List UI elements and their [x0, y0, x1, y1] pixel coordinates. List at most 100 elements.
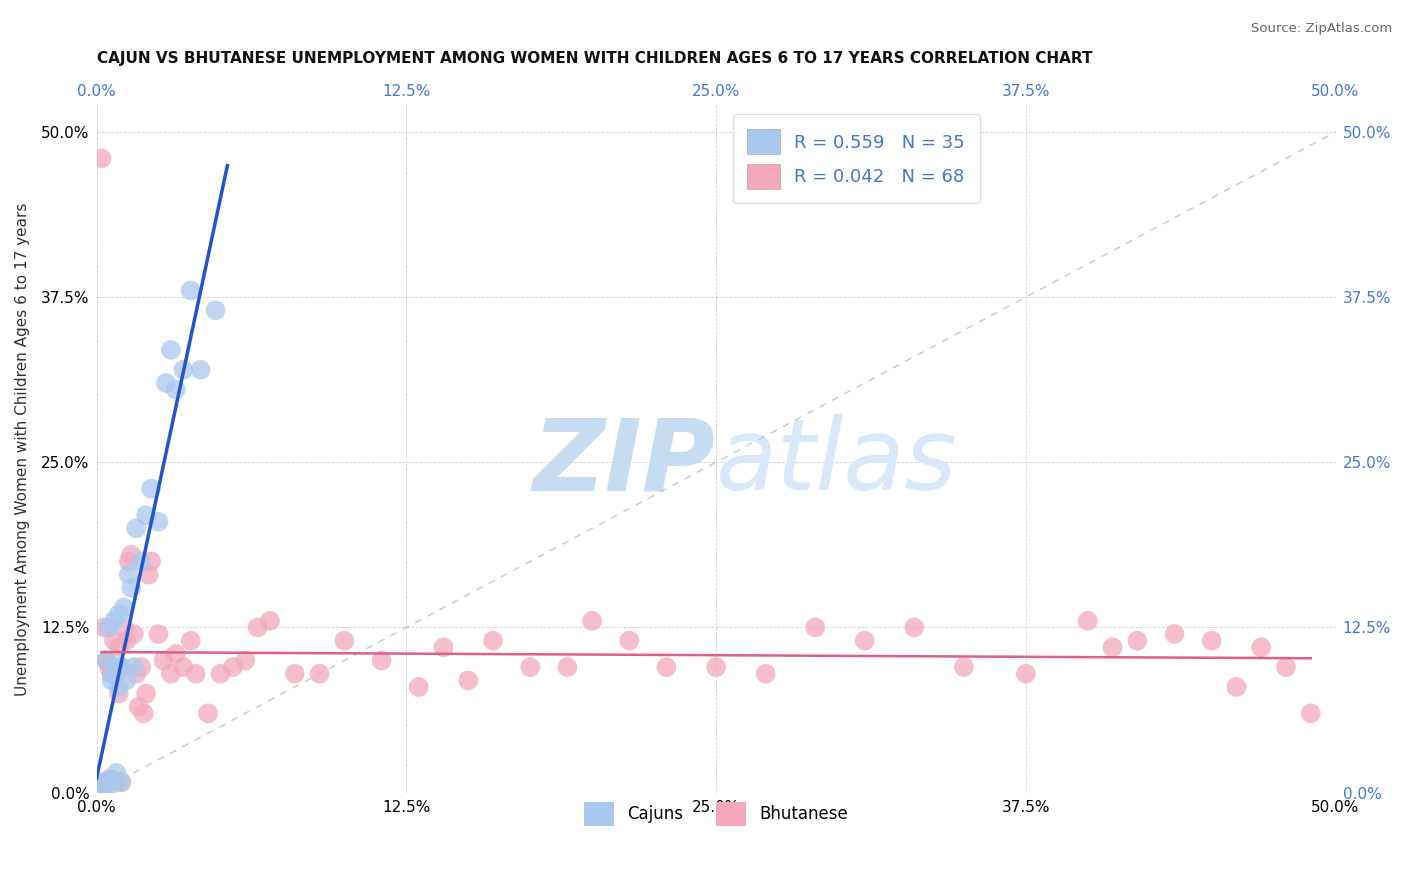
- Point: [108, 687, 131, 701]
- Point: [370, 653, 392, 667]
- Point: [96, 775, 118, 789]
- Point: [180, 633, 202, 648]
- Point: [97, 620, 120, 634]
- Y-axis label: Unemployment Among Women with Children Ages 6 to 17 years: Unemployment Among Women with Children A…: [15, 202, 30, 696]
- Point: [259, 614, 281, 628]
- Point: [804, 620, 827, 634]
- Point: [953, 660, 976, 674]
- Point: [125, 666, 148, 681]
- Text: CAJUN VS BHUTANESE UNEMPLOYMENT AMONG WOMEN WITH CHILDREN AGES 6 TO 17 YEARS COR: CAJUN VS BHUTANESE UNEMPLOYMENT AMONG WO…: [97, 51, 1092, 66]
- Point: [209, 666, 232, 681]
- Point: [138, 567, 160, 582]
- Point: [108, 607, 131, 622]
- Point: [432, 640, 454, 655]
- Point: [96, 653, 118, 667]
- Point: [105, 660, 128, 674]
- Point: [100, 673, 122, 688]
- Legend: Cajuns, Bhutanese: Cajuns, Bhutanese: [576, 796, 855, 832]
- Point: [1250, 640, 1272, 655]
- Point: [90, 151, 112, 165]
- Point: [457, 673, 479, 688]
- Point: [110, 660, 132, 674]
- Point: [333, 633, 356, 648]
- Point: [190, 363, 212, 377]
- Text: atlas: atlas: [716, 414, 957, 511]
- Point: [1299, 706, 1322, 721]
- Point: [1275, 660, 1298, 674]
- Point: [122, 660, 145, 674]
- Point: [97, 772, 120, 787]
- Point: [108, 680, 131, 694]
- Point: [160, 666, 183, 681]
- Point: [1163, 627, 1185, 641]
- Point: [308, 666, 330, 681]
- Point: [655, 660, 678, 674]
- Point: [204, 303, 226, 318]
- Point: [112, 600, 135, 615]
- Point: [246, 620, 269, 634]
- Point: [129, 554, 152, 568]
- Point: [581, 614, 603, 628]
- Point: [155, 376, 177, 390]
- Point: [128, 699, 150, 714]
- Point: [100, 666, 122, 681]
- Point: [93, 778, 115, 792]
- Point: [1126, 633, 1149, 648]
- Point: [755, 666, 778, 681]
- Point: [110, 775, 132, 789]
- Point: [139, 482, 162, 496]
- Point: [103, 666, 125, 681]
- Point: [704, 660, 727, 674]
- Point: [853, 633, 876, 648]
- Point: [1225, 680, 1247, 694]
- Point: [180, 284, 202, 298]
- Point: [222, 660, 245, 674]
- Point: [105, 775, 128, 789]
- Point: [93, 620, 115, 634]
- Point: [103, 614, 125, 628]
- Point: [160, 343, 183, 357]
- Point: [233, 653, 256, 667]
- Point: [122, 627, 145, 641]
- Point: [284, 666, 307, 681]
- Point: [110, 660, 132, 674]
- Point: [115, 633, 138, 648]
- Point: [165, 383, 187, 397]
- Point: [165, 647, 187, 661]
- Point: [97, 660, 120, 674]
- Text: ZIP: ZIP: [533, 414, 716, 511]
- Point: [120, 581, 142, 595]
- Point: [118, 554, 141, 568]
- Point: [903, 620, 925, 634]
- Point: [408, 680, 430, 694]
- Point: [519, 660, 541, 674]
- Point: [120, 548, 142, 562]
- Point: [482, 633, 505, 648]
- Point: [197, 706, 219, 721]
- Point: [148, 627, 170, 641]
- Point: [172, 363, 194, 377]
- Point: [557, 660, 579, 674]
- Point: [115, 673, 138, 688]
- Point: [139, 554, 162, 568]
- Point: [135, 508, 157, 523]
- Point: [96, 653, 118, 667]
- Point: [1015, 666, 1038, 681]
- Point: [112, 620, 135, 634]
- Point: [97, 779, 120, 793]
- Point: [103, 633, 125, 648]
- Point: [148, 515, 170, 529]
- Point: [1077, 614, 1099, 628]
- Point: [90, 779, 112, 793]
- Point: [619, 633, 641, 648]
- Point: [132, 706, 155, 721]
- Point: [100, 772, 122, 787]
- Point: [1101, 640, 1123, 655]
- Point: [152, 653, 174, 667]
- Point: [172, 660, 194, 674]
- Point: [184, 666, 207, 681]
- Point: [108, 640, 131, 655]
- Point: [87, 779, 110, 793]
- Point: [118, 567, 141, 582]
- Point: [93, 775, 115, 789]
